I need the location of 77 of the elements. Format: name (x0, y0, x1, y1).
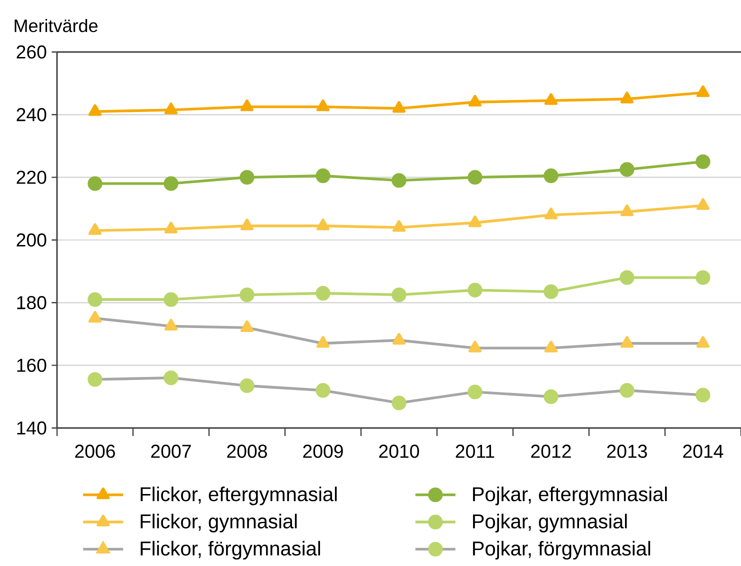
legend-label: Pojkar, förgymnasial (473, 540, 650, 560)
y-tick-label: 140 (17, 421, 46, 435)
point (316, 286, 330, 301)
x-tick-label: 2007 (151, 444, 191, 458)
point (392, 173, 406, 188)
point (620, 336, 634, 348)
point (392, 101, 406, 113)
point (240, 287, 254, 302)
point (164, 222, 178, 234)
x-tick-label: 2013 (607, 444, 647, 458)
x-tick-label: 2008 (227, 444, 267, 458)
legend-label: Flickor, förgymnasial (140, 540, 320, 560)
point (88, 104, 102, 116)
point (544, 340, 558, 352)
point (392, 220, 406, 232)
point (88, 292, 102, 307)
point (620, 204, 634, 216)
point (468, 170, 482, 185)
point (544, 389, 558, 404)
point (620, 162, 634, 177)
x-tick-label: 2006 (75, 444, 115, 458)
point (696, 388, 710, 402)
point (696, 154, 710, 169)
y-tick-label: 220 (16, 170, 46, 184)
y-tick-label: 180 (17, 296, 46, 310)
point (240, 320, 254, 332)
point (164, 318, 178, 330)
point (468, 94, 482, 106)
point (88, 372, 102, 387)
point (316, 168, 330, 184)
point (392, 332, 406, 345)
point (88, 310, 102, 323)
point (468, 215, 482, 228)
point (392, 396, 406, 410)
point (468, 282, 482, 298)
y-axis-title: Meritvärde (14, 18, 98, 32)
legend-label: Flickor, eftergymnasial (140, 486, 337, 506)
point (544, 208, 558, 220)
x-tick-label: 2010 (379, 444, 420, 458)
point (316, 218, 330, 230)
x-tick-label: 2011 (456, 444, 494, 458)
x-tick-label: 2014 (683, 444, 724, 458)
point (544, 284, 558, 300)
point (620, 270, 634, 285)
point (164, 292, 178, 307)
point (316, 383, 330, 398)
legend-label: Pojkar, gymnasial (473, 514, 627, 532)
point (164, 102, 178, 114)
point (164, 370, 178, 386)
x-tick-label: 2009 (303, 444, 343, 458)
point (164, 176, 178, 191)
y-tick-label: 160 (17, 358, 46, 372)
point (468, 340, 482, 352)
point (696, 198, 710, 210)
point (696, 270, 710, 285)
point (240, 218, 254, 230)
point (468, 384, 482, 400)
y-tick-label: 200 (16, 233, 46, 247)
point (696, 85, 710, 98)
x-tick-label: 2012 (531, 444, 571, 458)
y-tick-label: 240 (16, 108, 46, 122)
point (240, 170, 254, 185)
point (240, 378, 254, 394)
point (696, 336, 710, 348)
y-tick-label: 260 (16, 45, 46, 59)
point (620, 383, 634, 398)
point (620, 92, 634, 104)
legend-label: Pojkar, eftergymnasial (473, 486, 667, 506)
legend-label: Flickor, gymnasial (140, 514, 297, 532)
point (316, 336, 330, 348)
point (544, 93, 558, 105)
point (544, 168, 558, 184)
point (316, 99, 330, 112)
point (392, 287, 406, 302)
point (88, 223, 102, 235)
point (88, 176, 102, 191)
point (240, 99, 254, 112)
